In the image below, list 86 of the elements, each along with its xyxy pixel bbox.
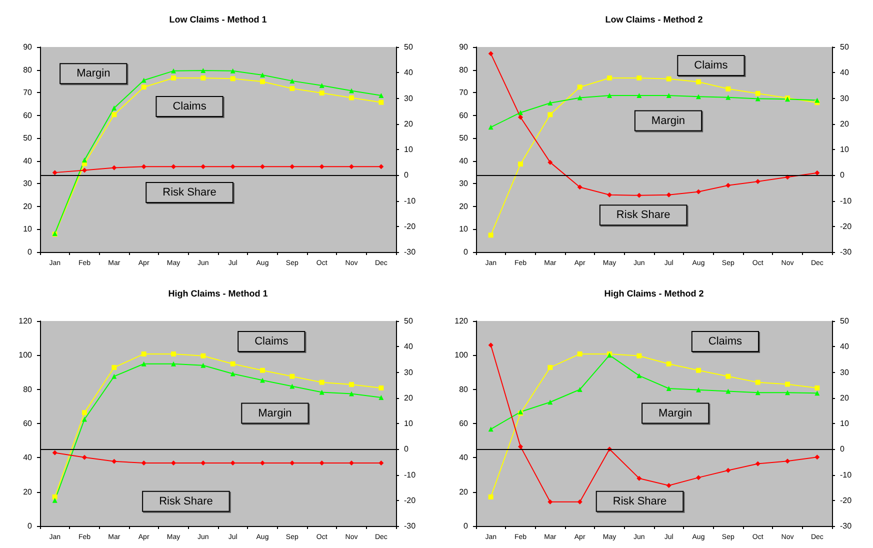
y-tick-label: 0 <box>28 248 33 256</box>
chart-title: High Claims - Method 1 <box>168 288 268 298</box>
y-tick-label: 70 <box>459 88 469 98</box>
y2-tick-label: -30 <box>840 248 852 256</box>
y2-tick-label: 40 <box>840 68 850 78</box>
chart-title: High Claims - Method 2 <box>604 288 704 298</box>
y2-tick-label: 50 <box>404 316 414 326</box>
y2-tick-label: 0 <box>840 444 845 454</box>
y-tick-label: 80 <box>459 65 469 74</box>
y-tick-label: 60 <box>459 110 469 120</box>
y-tick-label: 20 <box>23 202 33 211</box>
y2-tick-label: 20 <box>404 393 414 402</box>
y2-tick-label: -30 <box>840 522 852 530</box>
y-tick-label: 20 <box>459 202 469 211</box>
y2-tick-label: 20 <box>404 119 414 128</box>
y-tick-label: 80 <box>23 65 33 74</box>
y-tick-label: 50 <box>23 134 33 143</box>
y2-tick-label: 0 <box>404 444 409 454</box>
y-tick-label: 120 <box>454 316 469 326</box>
y-tick-label: 20 <box>459 487 469 496</box>
y2-tick-label: -10 <box>840 196 852 206</box>
y-tick-label: 30 <box>459 179 469 188</box>
series-label: Claims <box>708 336 742 348</box>
y-tick-label: 60 <box>459 419 469 428</box>
y2-tick-label: 40 <box>840 342 850 352</box>
series-label: Claims <box>254 336 289 348</box>
y-tick-label: 10 <box>23 224 33 234</box>
y-tick-label: 40 <box>459 156 469 166</box>
series-label: Risk Share <box>612 495 667 508</box>
series-label: Margin <box>651 114 686 127</box>
y-tick-label: 90 <box>459 42 469 52</box>
y-tick-label: 40 <box>23 156 33 166</box>
y2-tick-label: 30 <box>840 368 850 377</box>
text: Margin <box>76 68 110 80</box>
series-label: Margin <box>258 407 292 420</box>
text: Risk Share <box>159 495 213 508</box>
series-label: Claims <box>172 100 207 112</box>
y-tick-label: 100 <box>454 350 469 360</box>
y2-tick-label: 30 <box>404 94 414 103</box>
y2-tick-label: -10 <box>404 470 416 480</box>
y2-tick-label: 30 <box>840 94 850 103</box>
y2-tick-label: -20 <box>404 496 416 505</box>
y2-tick-label: 10 <box>404 145 414 154</box>
y-tick-label: 80 <box>23 384 33 394</box>
y2-tick-label: -20 <box>404 222 416 231</box>
y-tick-label: 50 <box>459 134 469 143</box>
y-tick-label: 10 <box>459 224 469 234</box>
y-tick-label: 90 <box>23 42 33 52</box>
y2-tick-label: 10 <box>840 145 850 154</box>
y2-tick-label: -10 <box>404 196 416 206</box>
y2-tick-label: -20 <box>840 222 852 231</box>
y-tick-label: 30 <box>23 179 33 188</box>
y2-tick-label: 10 <box>840 419 850 428</box>
series-label: Margin <box>658 407 692 420</box>
y-tick-label: 40 <box>23 453 33 462</box>
y2-tick-label: -20 <box>840 496 852 505</box>
y-tick-label: 0 <box>464 248 469 256</box>
y2-tick-label: 50 <box>840 42 850 52</box>
y2-tick-label: 40 <box>404 342 414 352</box>
series-label: Risk Share <box>162 186 216 199</box>
y2-tick-label: 50 <box>840 316 850 326</box>
y-tick-label: 80 <box>459 384 469 394</box>
y-tick-label: 0 <box>28 522 33 530</box>
y-tick-label: 60 <box>23 110 33 120</box>
y2-tick-label: 30 <box>404 368 414 377</box>
y2-tick-label: 50 <box>404 42 414 52</box>
y2-tick-label: 20 <box>840 119 850 128</box>
series-label: Claims <box>694 59 728 72</box>
chart-title: Low Claims - Method 1 <box>169 14 267 24</box>
y2-tick-label: -30 <box>404 248 416 256</box>
y-tick-label: 70 <box>23 88 33 98</box>
y2-tick-label: 40 <box>404 68 414 78</box>
y-tick-label: 0 <box>464 522 469 530</box>
y-tick-label: 120 <box>18 316 33 326</box>
y2-tick-label: 10 <box>404 419 414 428</box>
chart-title: Low Claims - Method 2 <box>605 14 703 24</box>
y2-tick-label: 20 <box>840 393 850 402</box>
series-label: Risk Share <box>616 209 670 222</box>
y-tick-label: 60 <box>23 419 33 428</box>
y-tick-label: 40 <box>459 453 469 462</box>
y2-tick-label: 0 <box>840 170 845 180</box>
y-tick-label: 100 <box>18 350 33 360</box>
y2-tick-label: 0 <box>404 170 409 180</box>
y-tick-label: 20 <box>23 487 33 496</box>
y2-tick-label: -10 <box>840 470 852 480</box>
y2-tick-label: -30 <box>404 522 416 530</box>
